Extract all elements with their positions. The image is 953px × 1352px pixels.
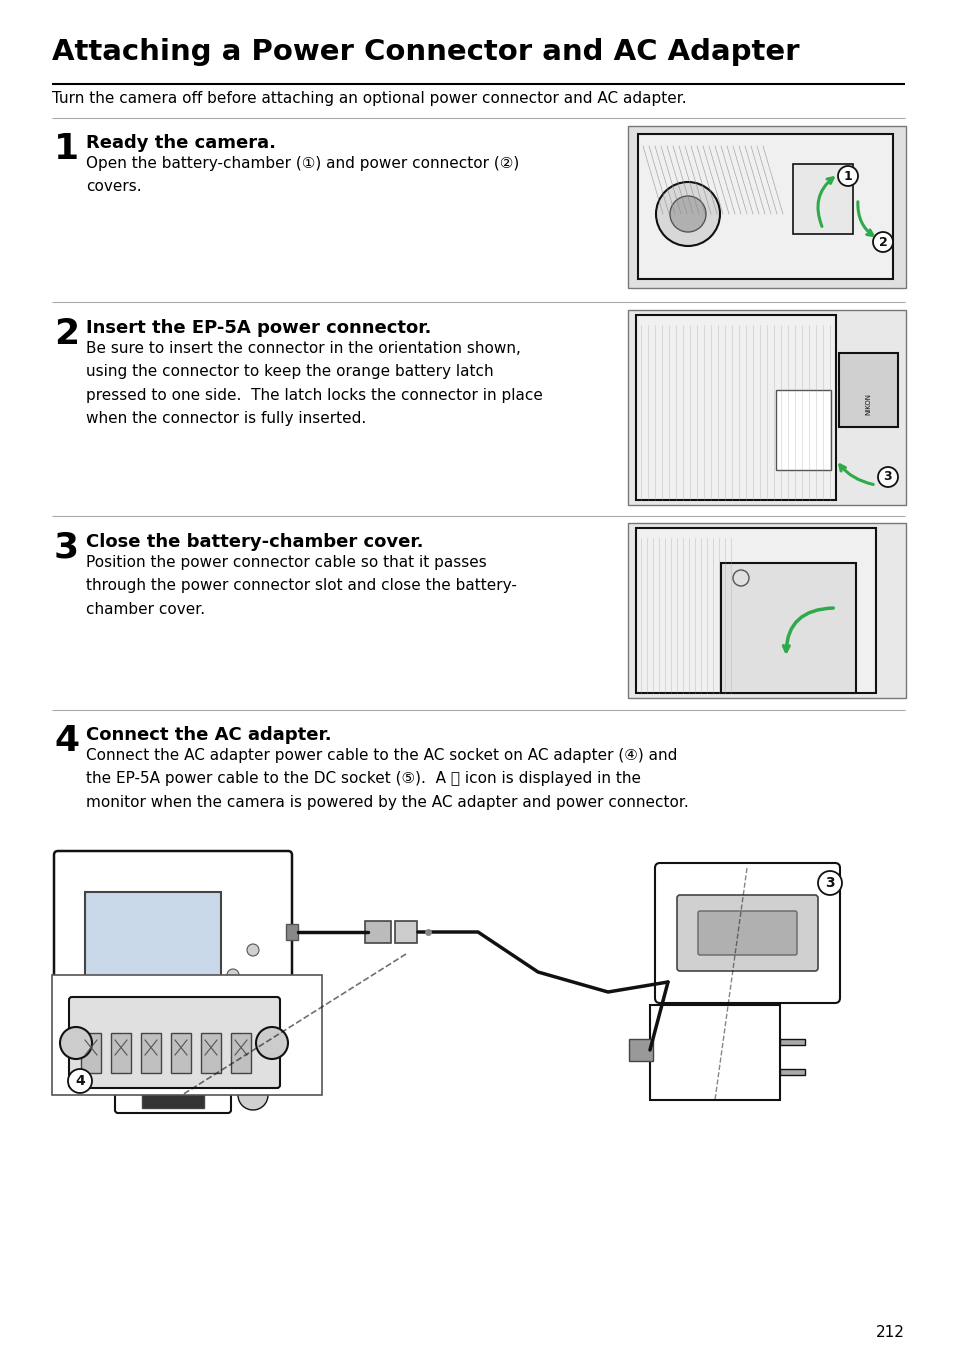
Text: Ready the camera.: Ready the camera. <box>86 134 275 151</box>
FancyBboxPatch shape <box>69 996 280 1088</box>
FancyBboxPatch shape <box>628 1038 652 1061</box>
Circle shape <box>837 166 857 187</box>
Text: Insert the EP-5A power connector.: Insert the EP-5A power connector. <box>86 319 431 337</box>
Circle shape <box>247 999 258 1011</box>
Circle shape <box>247 944 258 956</box>
Text: Open the battery-chamber (①) and power connector (②)
covers.: Open the battery-chamber (①) and power c… <box>86 155 518 195</box>
Text: Close the battery-chamber cover.: Close the battery-chamber cover. <box>86 533 423 552</box>
FancyBboxPatch shape <box>636 529 875 694</box>
FancyBboxPatch shape <box>636 315 835 500</box>
Circle shape <box>732 571 748 585</box>
Text: 3: 3 <box>54 531 79 565</box>
FancyBboxPatch shape <box>52 975 322 1095</box>
FancyBboxPatch shape <box>201 1033 221 1073</box>
Text: 1: 1 <box>54 132 79 166</box>
FancyBboxPatch shape <box>780 1038 804 1045</box>
FancyBboxPatch shape <box>655 863 840 1003</box>
FancyBboxPatch shape <box>115 1079 231 1113</box>
FancyBboxPatch shape <box>638 134 892 279</box>
Circle shape <box>227 969 239 982</box>
FancyBboxPatch shape <box>111 1033 131 1073</box>
Text: Connect the AC adapter power cable to the AC socket on AC adapter (④) and
the EP: Connect the AC adapter power cable to th… <box>86 748 688 810</box>
Text: 212: 212 <box>875 1325 904 1340</box>
FancyBboxPatch shape <box>780 1069 804 1075</box>
Circle shape <box>60 1028 91 1059</box>
Circle shape <box>237 1080 268 1110</box>
Text: 2: 2 <box>878 235 886 249</box>
Circle shape <box>872 233 892 251</box>
Circle shape <box>877 466 897 487</box>
Text: NIKON: NIKON <box>864 393 870 415</box>
Text: Turn the camera off before attaching an optional power connector and AC adapter.: Turn the camera off before attaching an … <box>52 91 686 105</box>
FancyBboxPatch shape <box>792 164 852 234</box>
Bar <box>627 310 905 506</box>
FancyBboxPatch shape <box>142 1088 204 1109</box>
Text: 1: 1 <box>842 169 851 183</box>
Circle shape <box>669 196 705 233</box>
FancyBboxPatch shape <box>395 921 416 942</box>
FancyBboxPatch shape <box>231 1033 251 1073</box>
FancyBboxPatch shape <box>649 1005 780 1101</box>
Text: Be sure to insert the connector in the orientation shown,
using the connector to: Be sure to insert the connector in the o… <box>86 341 542 426</box>
Text: Position the power connector cable so that it passes
through the power connector: Position the power connector cable so th… <box>86 556 517 617</box>
FancyBboxPatch shape <box>141 1033 161 1073</box>
Text: 4: 4 <box>75 1073 85 1088</box>
Circle shape <box>255 1028 288 1059</box>
FancyBboxPatch shape <box>85 892 221 1013</box>
Circle shape <box>656 183 720 246</box>
FancyBboxPatch shape <box>698 911 796 955</box>
Circle shape <box>227 1029 239 1041</box>
FancyBboxPatch shape <box>838 353 897 427</box>
FancyBboxPatch shape <box>171 1033 191 1073</box>
Text: Connect the AC adapter.: Connect the AC adapter. <box>86 726 332 744</box>
Text: 4: 4 <box>54 725 79 758</box>
Text: 3: 3 <box>882 470 891 484</box>
Bar <box>775 389 830 470</box>
Text: 2: 2 <box>54 316 79 352</box>
Text: 3: 3 <box>824 876 834 890</box>
FancyBboxPatch shape <box>286 923 297 940</box>
Text: Attaching a Power Connector and AC Adapter: Attaching a Power Connector and AC Adapt… <box>52 38 799 66</box>
Circle shape <box>68 1069 91 1092</box>
FancyBboxPatch shape <box>365 921 391 942</box>
Circle shape <box>817 871 841 895</box>
FancyBboxPatch shape <box>677 895 817 971</box>
Bar <box>627 523 905 698</box>
Bar <box>627 126 905 288</box>
FancyBboxPatch shape <box>720 562 855 694</box>
FancyBboxPatch shape <box>81 1033 101 1073</box>
FancyBboxPatch shape <box>54 850 292 1088</box>
